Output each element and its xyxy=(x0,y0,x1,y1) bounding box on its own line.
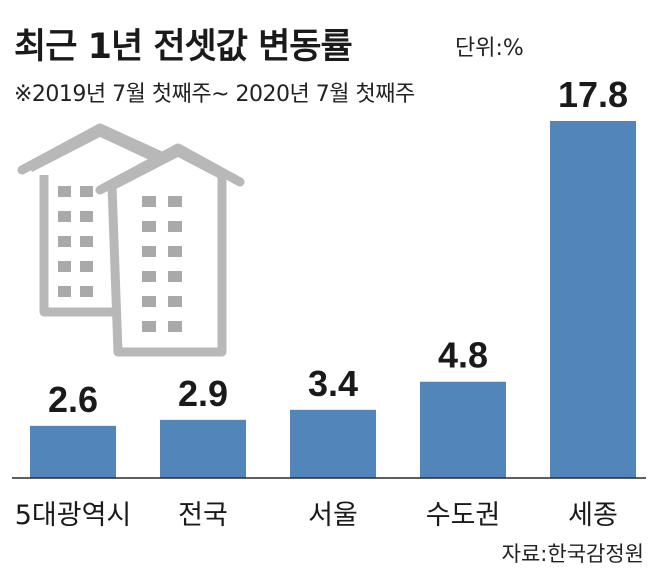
bar-3 xyxy=(290,409,376,478)
value-label-4-8: 4.8 xyxy=(438,335,488,376)
source-note: 자료:한국감정원 xyxy=(501,542,644,566)
bar-4 xyxy=(420,381,506,478)
category-label-4: 수도권 xyxy=(426,500,501,531)
labels-group: 2.6 5대광역시 2.9 전국 3.4 서울 4.8 수도권 17.8 세종 xyxy=(15,74,628,531)
apartment-building-icon xyxy=(17,123,245,357)
bar-1 xyxy=(30,425,116,478)
value-label-2-6: 2.6 xyxy=(48,379,98,420)
chart-title: 최근 1년 전셋값 변동률 xyxy=(14,27,353,67)
bar-5 xyxy=(550,121,636,478)
bar-2 xyxy=(160,419,246,478)
category-label-1: 5대광역시 xyxy=(15,500,132,531)
category-label-2: 전국 xyxy=(178,500,228,531)
unit-label: 단위:% xyxy=(455,36,524,61)
category-label-5: 세종 xyxy=(568,500,618,531)
building-windows xyxy=(58,186,182,332)
period-note: ※2019년 7월 첫째주~ 2020년 7월 첫째주 xyxy=(14,82,415,107)
value-label-3-4: 3.4 xyxy=(308,363,358,404)
value-label-2-9: 2.9 xyxy=(178,373,228,414)
value-label-17-8: 17.8 xyxy=(558,74,628,115)
bars-group xyxy=(30,121,636,478)
category-label-3: 서울 xyxy=(308,500,358,531)
